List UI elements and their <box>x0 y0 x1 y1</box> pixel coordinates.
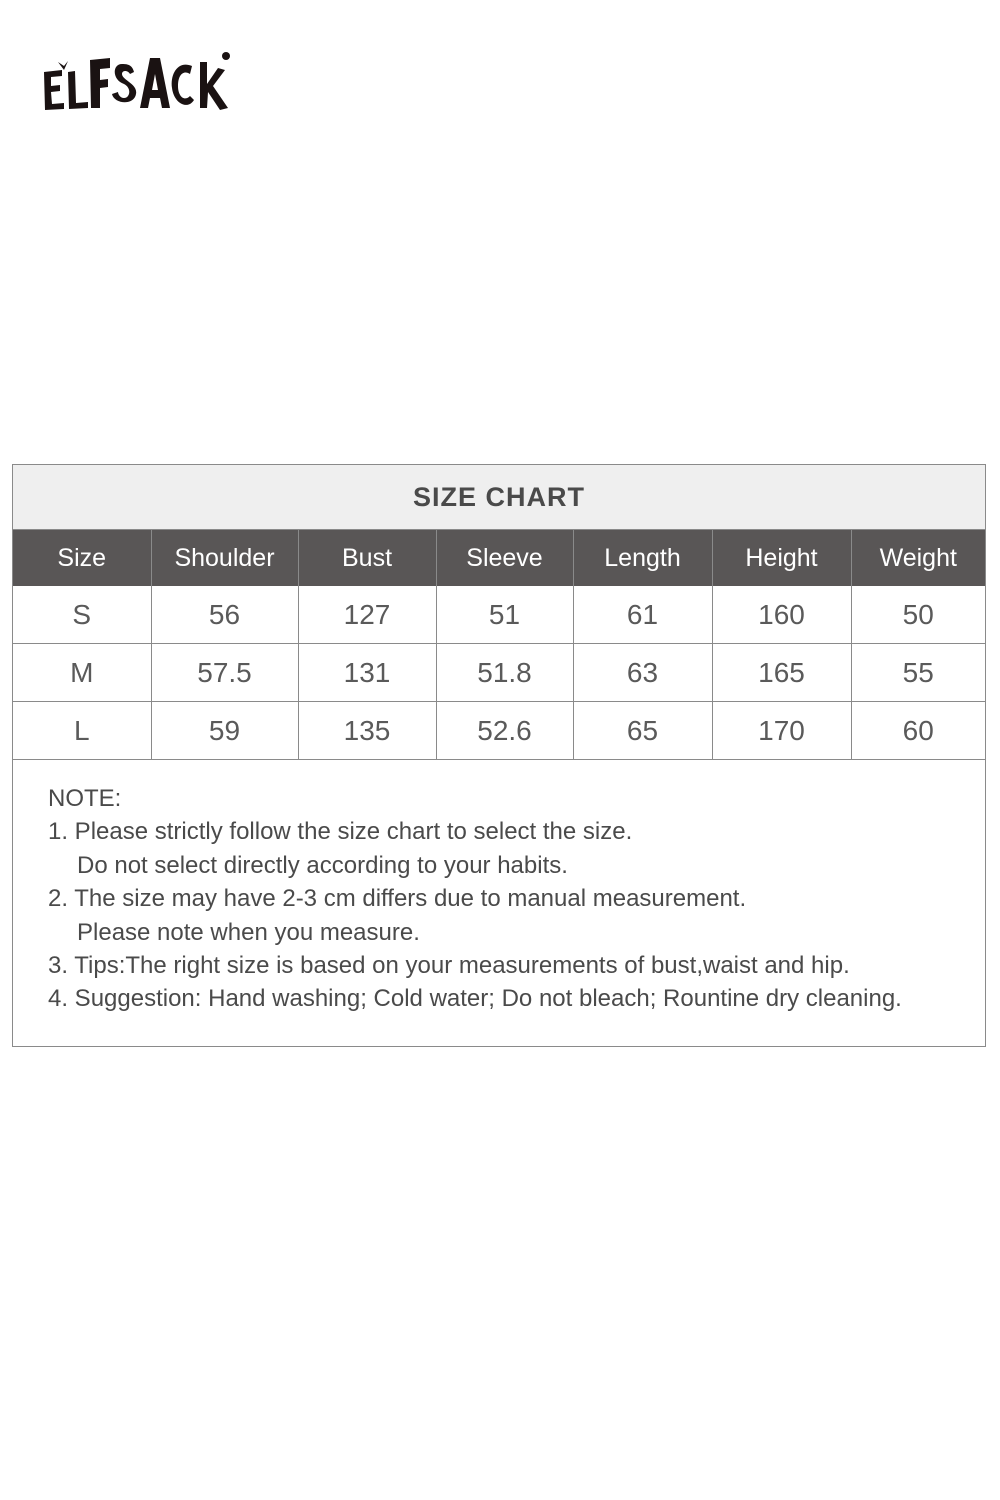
table-cell: 59 <box>150 701 298 760</box>
table-cell: M <box>13 643 151 702</box>
table-cell: 52.6 <box>435 701 573 760</box>
note-line: Do not select directly according to your… <box>77 851 568 879</box>
table-cell: 55 <box>850 643 985 702</box>
table-cell: 50 <box>850 586 985 644</box>
table-cell: 170 <box>711 701 851 760</box>
table-cell: 61 <box>572 586 712 644</box>
table-cell: 51 <box>435 586 573 644</box>
notes: NOTE: 1. Please strictly follow the size… <box>13 760 985 1046</box>
note-line: 2. The size may have 2-3 cm differs due … <box>48 885 747 913</box>
table-cell: 51.8 <box>435 643 573 702</box>
column-header: Sleeve <box>435 530 573 586</box>
column-header: Size <box>13 530 151 586</box>
column-header: Height <box>711 530 851 586</box>
note-line: Please note when you measure. <box>77 918 420 946</box>
brand-logo <box>44 52 230 110</box>
table-cell: S <box>13 586 151 644</box>
table-row: L 59 135 52.6 65 170 60 <box>13 701 985 760</box>
table-row: M 57.5 131 51.8 63 165 55 <box>13 643 985 702</box>
table-cell: 165 <box>711 643 851 702</box>
size-table: Size Shoulder Bust Sleeve Length Height Weight… <box>13 530 985 760</box>
table-cell: 57.5 <box>150 643 298 702</box>
table-cell: 127 <box>297 586 436 644</box>
table-header-row: Size Shoulder Bust Sleeve Length Height Weight <box>13 530 985 586</box>
table-row: S 56 127 51 61 160 50 <box>13 586 985 644</box>
note-line: 1. Please strictly follow the size chart… <box>48 818 633 846</box>
table-cell: L <box>13 701 151 760</box>
table-cell: 65 <box>572 701 712 760</box>
table-cell: 131 <box>297 643 436 702</box>
table-cell: 60 <box>850 701 985 760</box>
column-header: Weight <box>850 530 985 586</box>
note-line: 3. Tips:The right size is based on your … <box>48 952 850 980</box>
table-cell: 135 <box>297 701 436 760</box>
table-cell: 63 <box>572 643 712 702</box>
column-header: Length <box>572 530 712 586</box>
size-chart-title: SIZE CHART <box>13 465 985 530</box>
size-chart: SIZE CHART Size Shoulder Bust Sleeve Length H… <box>12 464 986 1047</box>
table-cell: 160 <box>711 586 851 644</box>
column-header: Bust <box>297 530 436 586</box>
table-cell: 56 <box>150 586 298 644</box>
notes-heading: NOTE: <box>48 785 122 812</box>
note-line: 4. Suggestion: Hand washing; Cold water;… <box>48 985 902 1013</box>
column-header: Shoulder <box>150 530 298 586</box>
